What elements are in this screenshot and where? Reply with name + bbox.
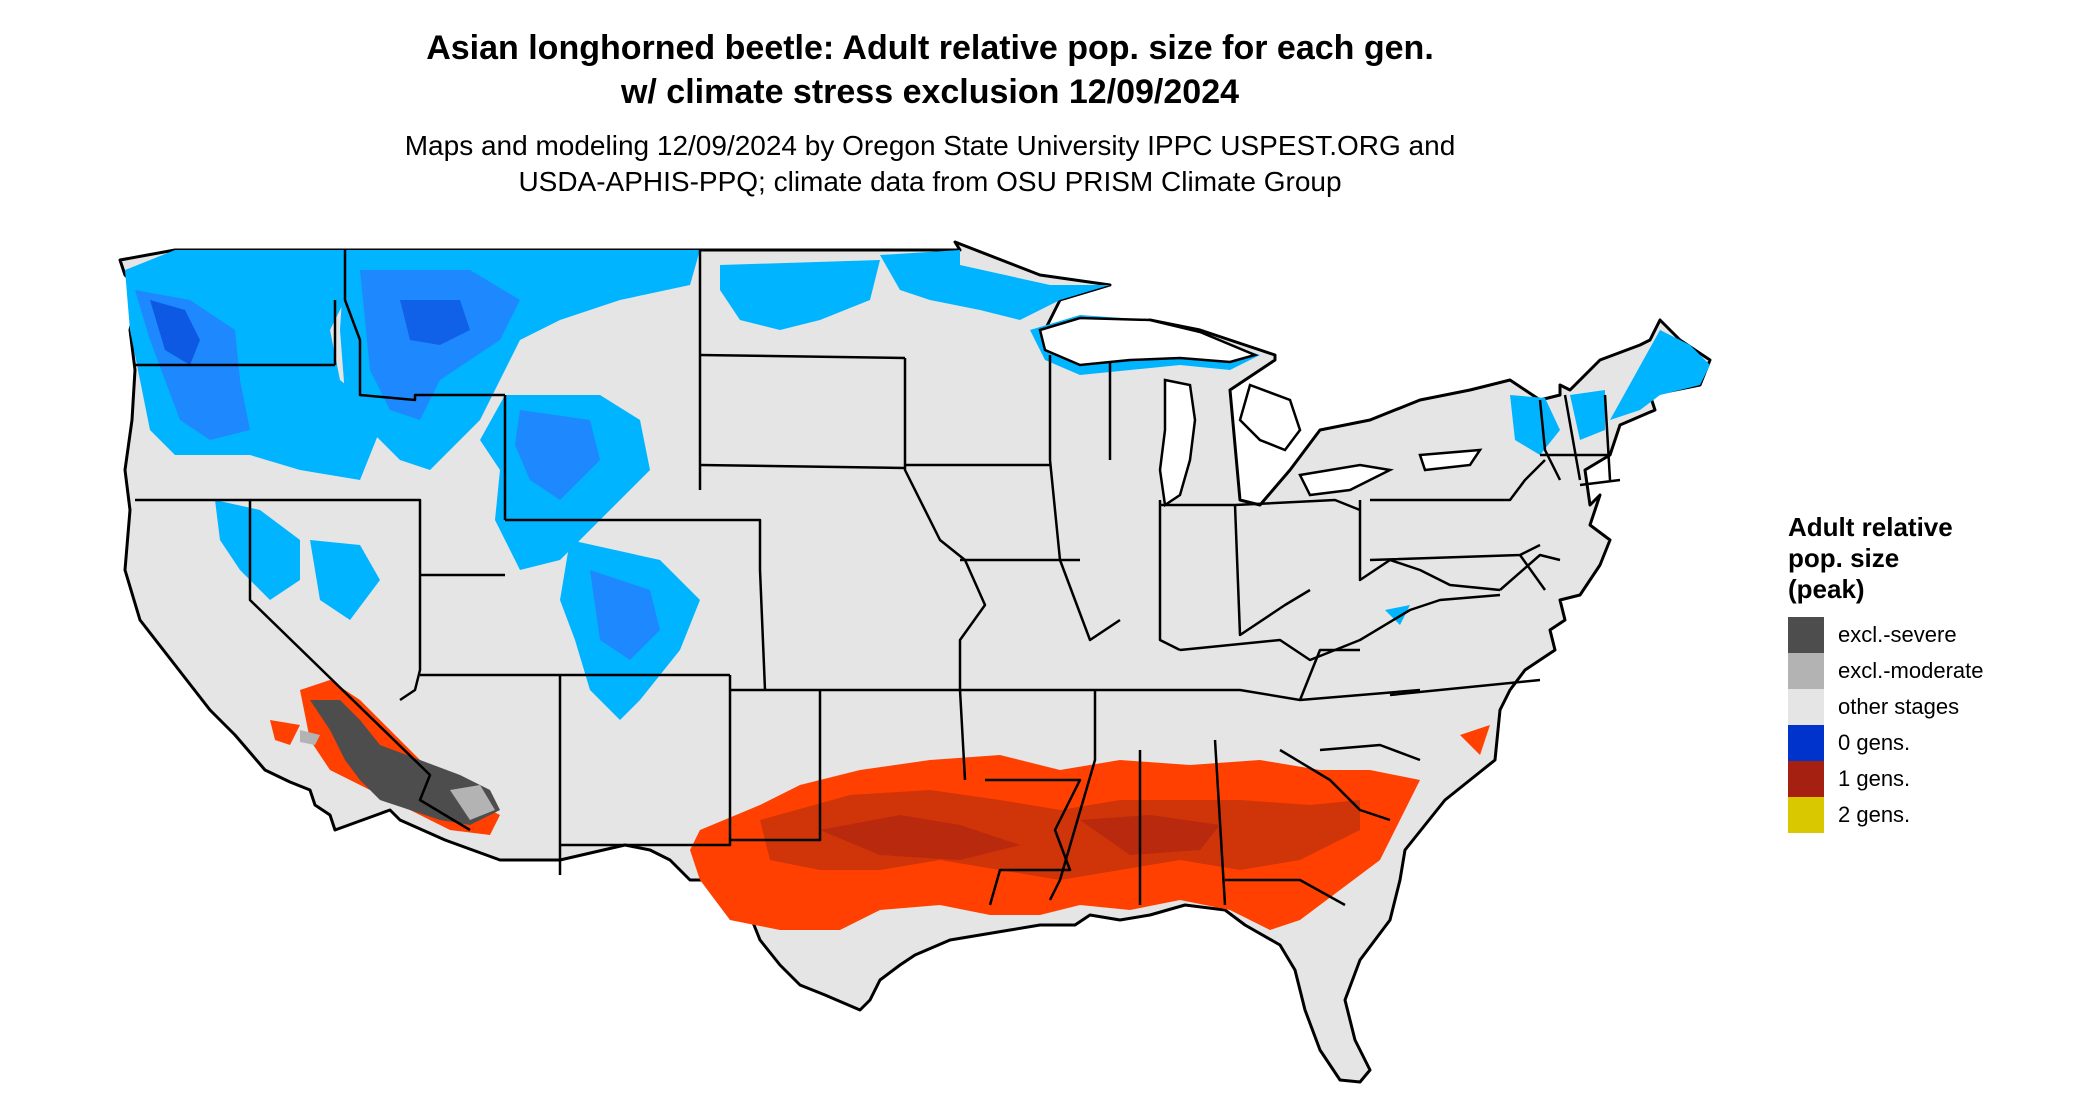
legend-swatch-excl-moderate bbox=[1788, 653, 1824, 689]
lake-superior bbox=[1038, 316, 1259, 367]
legend-swatch-0-gens bbox=[1788, 725, 1824, 761]
legend-title-line-2: pop. size bbox=[1788, 543, 1900, 573]
lake-michigan bbox=[1158, 378, 1197, 508]
legend-label-excl-severe: excl.-severe bbox=[1838, 622, 1957, 647]
legend-title: Adult relative pop. size (peak) bbox=[1788, 512, 2048, 605]
legend-item-other-stages: other stages bbox=[1788, 689, 2088, 725]
legend-label-1-gens: 1 gens. bbox=[1838, 766, 1911, 791]
lake-ontario bbox=[1418, 448, 1483, 472]
legend-label-other-stages: other stages bbox=[1838, 694, 1960, 719]
legend-swatch-other-stages bbox=[1788, 689, 1824, 725]
legend-swatch-excl-severe bbox=[1788, 617, 1824, 653]
lake-huron bbox=[1238, 383, 1302, 452]
exclusion-regions bbox=[300, 700, 500, 825]
legend-item-1-gens: 1 gens. bbox=[1788, 761, 2088, 797]
map-title-line-2: w/ climate stress exclusion 12/09/2024 bbox=[620, 73, 1240, 111]
cold-zone-regions bbox=[125, 250, 1710, 720]
legend-label-2-gens: 2 gens. bbox=[1838, 802, 1911, 827]
legend-label-excl-moderate: excl.-moderate bbox=[1838, 658, 1984, 683]
map-subtitle-line-2: USDA-APHIS-PPQ; climate data from OSU PR… bbox=[518, 166, 1342, 197]
legend-item-2-gens: 2 gens. bbox=[1788, 797, 2088, 833]
state-borders bbox=[135, 250, 1621, 907]
legend-title-line-3: (peak) bbox=[1788, 574, 1865, 604]
legend-item-excl-moderate: excl.-moderate bbox=[1788, 653, 2088, 689]
legend-item-excl-severe: excl.-severe bbox=[1788, 617, 2088, 653]
lake-erie bbox=[1298, 463, 1394, 497]
legend-title-line-1: Adult relative bbox=[1788, 512, 1953, 542]
great-lakes bbox=[1038, 316, 1483, 508]
legend-swatch-1-gens bbox=[1788, 761, 1824, 797]
legend-label-0-gens: 0 gens. bbox=[1838, 730, 1911, 755]
map-subtitle-line-1: Maps and modeling 12/09/2024 by Oregon S… bbox=[404, 130, 1456, 161]
legend-swatch-2-gens bbox=[1788, 797, 1824, 833]
legend-item-0-gens: 0 gens. bbox=[1788, 725, 2088, 761]
map-title-line-1: Asian longhorned beetle: Adult relative … bbox=[426, 29, 1434, 67]
